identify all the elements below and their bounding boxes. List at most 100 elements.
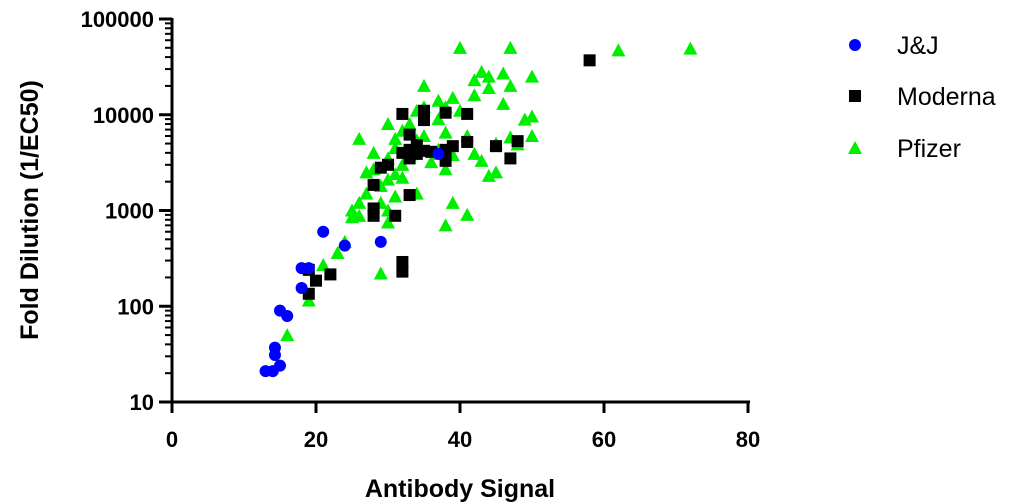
pfizer-point	[316, 257, 331, 271]
pfizer-point	[481, 69, 496, 83]
x-tick-label: 80	[736, 427, 760, 452]
x-tick-label: 20	[304, 427, 328, 452]
pfizer-point	[460, 207, 475, 221]
pfizer-point	[359, 186, 374, 200]
moderna-point	[396, 107, 409, 120]
pfizer-point	[352, 195, 367, 209]
pfizer-point	[417, 128, 431, 142]
moderna-point	[310, 274, 322, 287]
moderna-point	[403, 128, 416, 141]
legend-label-j-j: J&J	[897, 32, 939, 60]
legend-marker-j-j	[849, 39, 861, 51]
pfizer-point	[525, 69, 539, 83]
pfizer-point	[438, 125, 453, 139]
data-points	[259, 40, 698, 378]
pfizer-point	[424, 155, 439, 169]
pfizer-point	[481, 81, 496, 95]
pfizer-point	[467, 73, 482, 87]
pfizer-point	[381, 172, 395, 186]
moderna-point	[504, 152, 517, 165]
moderna-point	[403, 189, 416, 202]
moderna-point	[461, 107, 474, 120]
legend-label-moderna: Moderna	[897, 83, 996, 111]
legend-marker-moderna	[849, 90, 861, 102]
moderna-point	[511, 135, 524, 148]
y-axis-title: Fold Dilution (1/EC50)	[16, 80, 44, 340]
pfizer-point	[417, 78, 431, 92]
x-tick-label: 40	[448, 427, 472, 452]
moderna-point	[418, 114, 430, 127]
pfizer-point	[525, 109, 539, 123]
moderna-point	[389, 209, 402, 222]
pfizer-point	[431, 112, 446, 126]
pfizer-point	[503, 78, 518, 92]
pfizer-point	[330, 245, 345, 259]
pfizer-point	[352, 131, 367, 145]
pfizer-point	[388, 167, 403, 181]
pfizer-point	[402, 117, 417, 131]
x-axis-title: Antibody Signal	[365, 475, 555, 503]
moderna-point	[396, 265, 409, 278]
pfizer-point	[489, 165, 503, 179]
j-j-point	[302, 262, 315, 275]
j-j-point	[268, 341, 281, 354]
legend: J&J Moderna Pfizer	[848, 32, 996, 163]
pfizer-point	[611, 43, 626, 57]
pfizer-point	[280, 328, 295, 342]
pfizer-point	[525, 128, 539, 142]
j-j-point	[274, 359, 286, 372]
x-tick-label: 60	[592, 427, 616, 452]
y-tick-label: 1000	[105, 199, 154, 224]
pfizer-point	[474, 153, 489, 167]
j-j-point	[295, 282, 308, 295]
pfizer-point	[388, 131, 403, 145]
pfizer-point	[453, 40, 467, 54]
pfizer-point	[395, 170, 410, 184]
pfizer-point	[301, 293, 316, 307]
y-tick-label: 10	[130, 390, 154, 415]
legend-label-pfizer: Pfizer	[897, 135, 961, 163]
moderna-point	[446, 140, 459, 153]
j-j-point	[338, 239, 351, 252]
pfizer-point	[395, 157, 410, 171]
moderna-point	[461, 135, 474, 148]
moderna-point	[418, 104, 430, 117]
moderna-point	[367, 209, 380, 222]
pfizer-point	[366, 145, 381, 159]
moderna-point	[583, 54, 596, 67]
pfizer-point	[388, 189, 403, 203]
y-tick-label: 100000	[81, 7, 154, 32]
pfizer-point	[352, 208, 367, 222]
pfizer-point	[445, 90, 460, 104]
pfizer-point	[683, 41, 698, 55]
pfizer-point	[496, 66, 511, 80]
pfizer-point	[474, 64, 489, 78]
y-tick-label: 10000	[93, 103, 154, 128]
pfizer-point	[373, 266, 388, 280]
pfizer-point	[445, 195, 460, 209]
x-tick-label: 0	[166, 427, 178, 452]
moderna-point	[382, 158, 394, 171]
pfizer-point	[503, 40, 518, 54]
j-j-point	[281, 310, 294, 323]
pfizer-point	[481, 168, 496, 182]
y-tick-label: 100	[117, 294, 154, 319]
moderna-point	[396, 255, 409, 268]
pfizer-point	[431, 93, 446, 107]
pfizer-point	[467, 146, 482, 160]
pfizer-point	[438, 218, 453, 232]
moderna-point	[439, 106, 452, 119]
pfizer-point	[381, 117, 395, 131]
moderna-point	[367, 178, 380, 191]
j-j-point	[374, 235, 387, 248]
axes: 0 20 40 60 80 10 100 1000 10000 100000	[81, 7, 761, 452]
legend-marker-pfizer	[848, 141, 862, 154]
pfizer-point	[345, 203, 359, 217]
pfizer-point	[438, 162, 453, 176]
moderna-point	[324, 268, 337, 281]
pfizer-point	[496, 96, 511, 110]
pfizer-point	[381, 215, 395, 229]
moderna-point	[490, 140, 502, 153]
pfizer-point	[467, 88, 482, 102]
